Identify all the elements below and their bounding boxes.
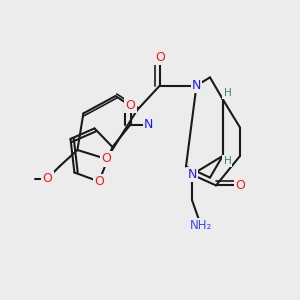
Text: O: O bbox=[126, 98, 135, 112]
Text: O: O bbox=[94, 175, 104, 188]
Text: N: N bbox=[144, 118, 153, 131]
Text: O: O bbox=[43, 172, 52, 185]
Text: O: O bbox=[102, 152, 111, 166]
Text: H: H bbox=[224, 88, 231, 98]
Text: H: H bbox=[224, 156, 231, 167]
Text: O: O bbox=[155, 51, 165, 64]
Text: N: N bbox=[187, 168, 197, 181]
Text: O: O bbox=[235, 179, 245, 192]
Text: N: N bbox=[192, 79, 201, 92]
Text: NH₂: NH₂ bbox=[190, 219, 212, 232]
